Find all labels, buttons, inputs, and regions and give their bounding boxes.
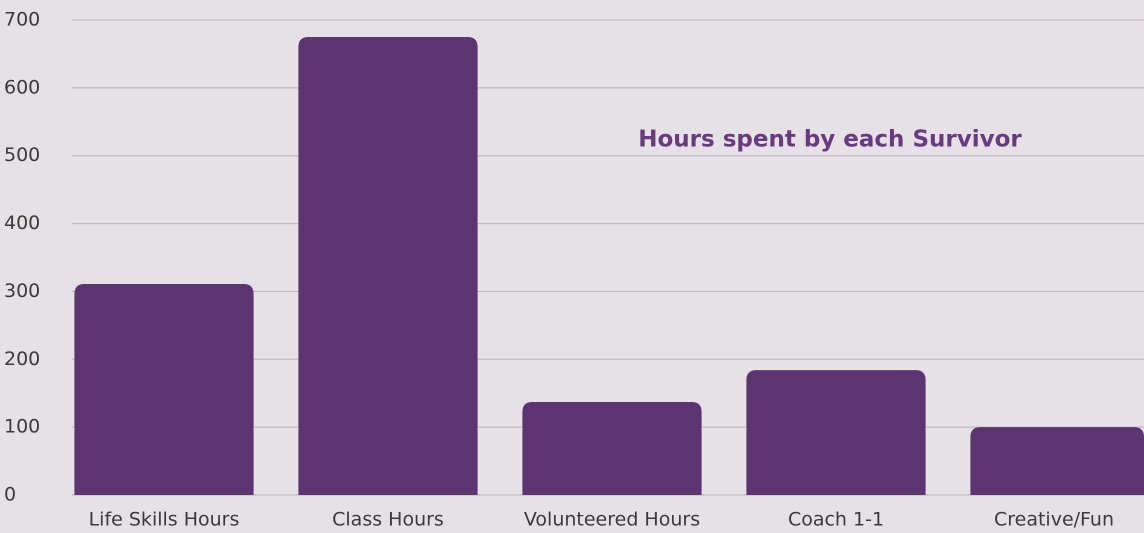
bar — [746, 370, 925, 495]
chart-title: Hours spent by each Survivor — [638, 127, 1022, 153]
x-tick-label: Class Hours — [332, 509, 444, 531]
y-tick-label: 100 — [4, 416, 40, 438]
bar — [74, 284, 253, 495]
y-tick-label: 500 — [4, 144, 40, 166]
bar — [522, 402, 701, 495]
y-tick-label: 600 — [4, 76, 40, 98]
x-tick-label: Coach 1-1 — [788, 509, 884, 531]
x-tick-label: Volunteered Hours — [524, 509, 700, 531]
y-tick-label: 700 — [4, 9, 40, 31]
y-tick-label: 400 — [4, 212, 40, 234]
bar — [970, 427, 1144, 495]
chart: 0 100 200 300 400 500 600 700 Hours spent by eac… — [0, 0, 1144, 533]
y-tick-label: 200 — [4, 348, 40, 370]
bar — [298, 37, 477, 495]
y-tick-label: 0 — [4, 484, 16, 506]
x-tick-label: Life Skills Hours — [89, 509, 240, 531]
y-tick-label: 300 — [4, 280, 40, 302]
x-tick-label: Creative/Fun — [994, 509, 1114, 531]
